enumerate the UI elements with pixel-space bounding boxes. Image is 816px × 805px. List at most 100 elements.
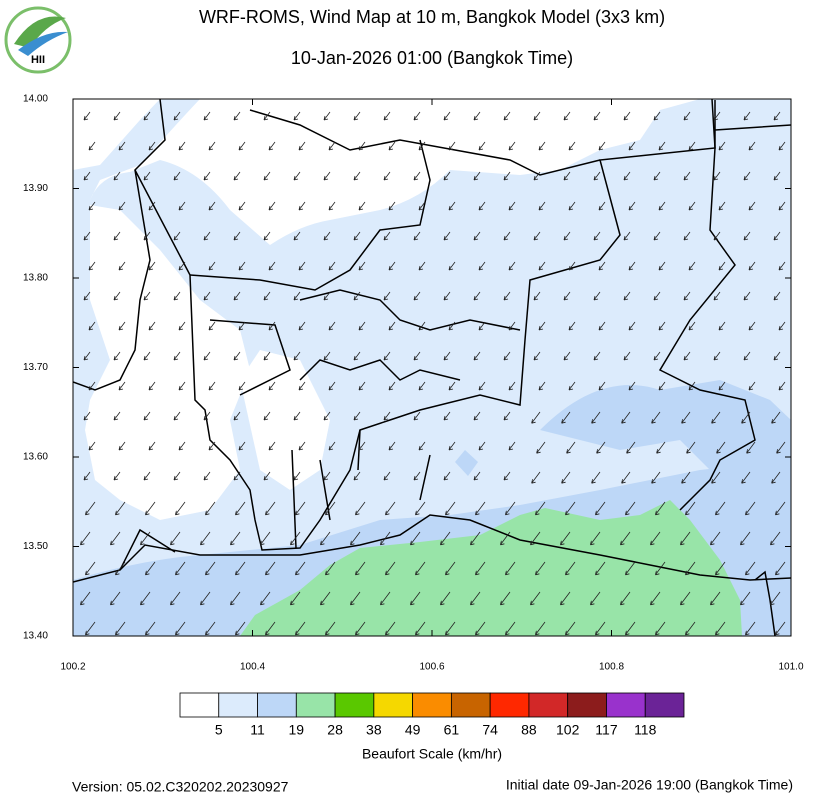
wind-arrow [353,471,361,481]
x-tick-label: 100.6 [419,662,444,673]
wind-arrow [505,501,516,516]
wind-arrow [688,381,696,391]
wind-arrow [358,141,366,151]
colorbar: 5 11 19 28 38 49 61 74 88 102 117 118 [179,692,685,738]
wind-arrow [83,471,91,481]
wind-arrow [268,381,276,391]
wind-arrow [688,321,696,331]
wind-arrow [715,561,726,576]
wind-arrow [208,201,216,211]
wind-arrow [658,141,666,151]
wind-arrow [593,171,601,181]
wind-arrow [325,501,336,516]
wind-arrow [293,411,301,421]
wind-arrow [448,201,456,211]
wind-arrow [568,261,576,271]
wind-arrow [233,351,241,361]
colorbar-box [450,692,491,718]
x-tick-label: 100.4 [240,662,265,673]
wind-arrow [591,411,601,424]
wind-arrow [593,291,601,301]
wind-arrow [118,141,126,151]
wind-arrow [655,561,666,576]
wind-arrow [775,501,786,516]
wind-arrow [718,201,726,211]
wind-arrow [83,171,91,181]
wind-arrow [173,411,181,421]
wind-arrow [113,351,121,361]
wind-arrow [175,621,186,636]
wind-arrow [80,531,91,546]
wind-arrow [658,261,666,271]
wind-arrow [443,411,451,421]
wind-arrow [293,471,301,481]
wind-arrow [743,111,751,121]
wind-arrow [508,141,516,151]
wind-arrow [683,171,691,181]
wind-arrow [593,111,601,121]
wind-arrow [295,621,306,636]
wind-arrow [503,231,511,241]
x-tick-label: 101.0 [778,662,803,673]
wind-arrow [778,261,786,271]
wind-arrow [140,531,151,546]
wind-arrow [508,201,516,211]
wind-arrow [470,591,481,606]
wind-arrow [598,321,606,331]
colorbar-title: Beaufort Scale (km/hr) [362,746,502,762]
wind-arrow [293,171,301,181]
wind-arrow [685,501,696,516]
wind-arrow [620,531,631,546]
wind-arrow [563,291,571,301]
wind-arrow [328,321,336,331]
wind-arrow [681,411,691,424]
wind-arrow [508,321,516,331]
colorbar-label: 88 [521,722,537,738]
wind-arrow [178,201,186,211]
wind-arrow [745,501,756,516]
wind-arrow [503,171,511,181]
wind-arrow [473,111,481,121]
wind-arrow [208,261,216,271]
wind-arrow [173,291,181,301]
wind-arrow [773,351,781,361]
wind-arrow [295,561,306,576]
wind-arrow [353,111,361,121]
wind-arrow [320,531,331,546]
wind-arrow [445,561,456,576]
wind-arrow [295,501,306,516]
wind-arrow [653,231,661,241]
wind-arrow [383,111,391,121]
wind-arrow [623,291,631,301]
wind-arrow [473,411,481,421]
wind-arrow [560,531,571,546]
wind-arrow [383,411,391,421]
wind-arrow [290,591,301,606]
wind-arrow [773,291,781,301]
wind-arrow [173,231,181,241]
colorbar-box [218,692,258,718]
wind-arrow [568,381,576,391]
colorbar-box [257,692,297,718]
wind-arrow [531,471,541,484]
wind-arrow [355,501,366,516]
colorbar-box [567,692,607,718]
wind-arrow [743,231,751,241]
wind-arrow [715,501,726,516]
wind-arrow [173,351,181,361]
wind-arrow [323,171,331,181]
wind-arrow [293,351,301,361]
wind-arrow [710,591,721,606]
wind-arrow [265,501,276,516]
wind-arrow [200,591,211,606]
wind-arrow [775,561,786,576]
wind-arrow [711,471,721,484]
wind-arrow [263,351,271,361]
wind-arrow [770,591,781,606]
colorbar-box [528,692,569,718]
wind-arrow [563,231,571,241]
wind-arrow [260,591,271,606]
wind-arrow [323,411,331,421]
logo-text: HII [31,54,45,66]
wind-arrow [656,441,666,454]
